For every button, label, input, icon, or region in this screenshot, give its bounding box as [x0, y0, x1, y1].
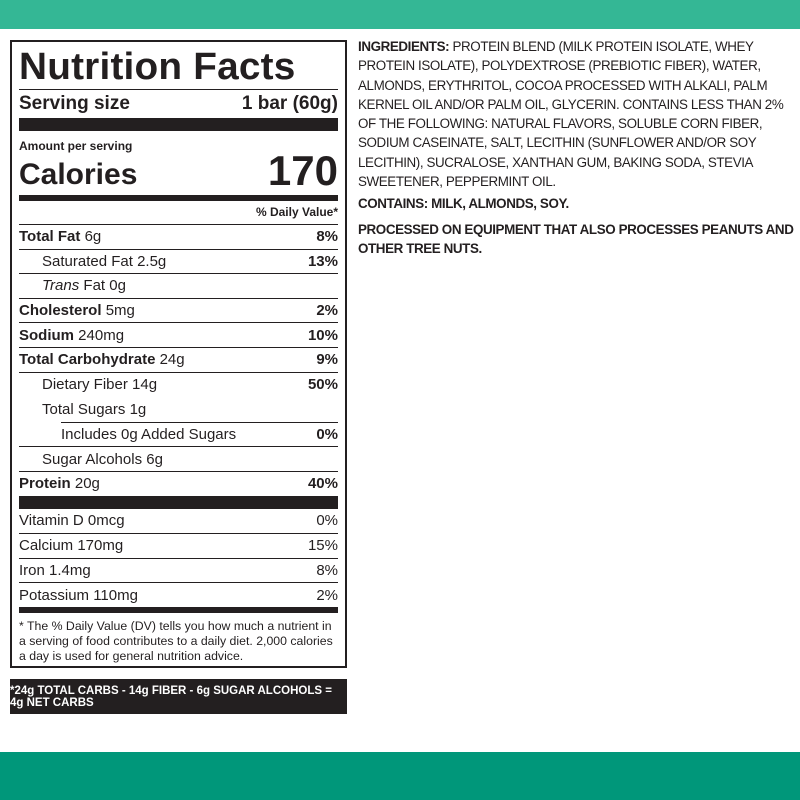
nutrient-row: Dietary Fiber 14g 50%: [19, 371, 338, 397]
amount-per-serving: Amount per serving: [19, 139, 133, 153]
nutrient-row: Total Sugars 1g: [42, 400, 147, 418]
nutrient-row: Trans Fat 0g: [19, 273, 338, 298]
serving-value: 1 bar (60g): [241, 93, 338, 114]
vitamin-row: Calcium 170mg 15%: [19, 533, 338, 558]
nutrient-row: Total Carbohydrate 24g 9%: [19, 346, 338, 372]
serving-size-row: Serving size 1 bar (60g): [19, 90, 338, 118]
nutrient-row: Protein 20g 40%: [19, 470, 338, 496]
allergens-contains: CONTAINS: MILK, ALMONDS, SOY.: [358, 196, 569, 212]
nutrient-row: Total Fat 6g 8%: [19, 224, 338, 249]
divider: [19, 195, 338, 201]
top-band: [0, 0, 800, 29]
footnote: * The % Daily Value (DV) tells you how m…: [19, 618, 333, 663]
calories-value: 170: [267, 147, 338, 194]
nutrient-row: Sugar Alcohols 6g: [19, 446, 338, 471]
daily-value-header: % Daily Value*: [255, 205, 338, 219]
divider: [19, 606, 338, 613]
processed-warning: PROCESSED ON EQUIPMENT THAT ALSO PROCESS…: [358, 221, 794, 256]
nutrient-row: Saturated Fat 2.5g 13%: [19, 248, 338, 274]
serving-label: Serving size: [19, 93, 130, 114]
divider: [19, 118, 338, 131]
divider: [19, 495, 338, 509]
ingredients-text: INGREDIENTS: PROTEIN BLEND (MILK PROTEIN…: [358, 39, 784, 190]
nutrient-row: Sodium 240mg 10%: [19, 322, 338, 347]
nutrition-facts-label: Nutrition Facts Serving size 1 bar (60g)…: [10, 40, 347, 668]
ingredients-panel: INGREDIENTS: PROTEIN BLEND (MILK PROTEIN…: [358, 37, 798, 261]
net-carbs-banner: *24g TOTAL CARBS - 14g FIBER - 6g SUGAR …: [10, 679, 347, 714]
vitamin-row: Iron 1.4mg 8%: [19, 557, 338, 583]
vitamin-row: Vitamin D 0mcg 0%: [19, 512, 338, 530]
vitamin-row: Potassium 110mg 2%: [19, 582, 338, 607]
nutrient-row: Cholesterol 5mg 2%: [19, 297, 338, 323]
nutrient-row: Includes 0g Added Sugars 0%: [19, 421, 338, 447]
label-title: Nutrition Facts: [19, 46, 296, 88]
calories-row: Calories 170: [19, 147, 338, 194]
calories-label: Calories: [19, 158, 138, 191]
bottom-band: [0, 752, 800, 800]
